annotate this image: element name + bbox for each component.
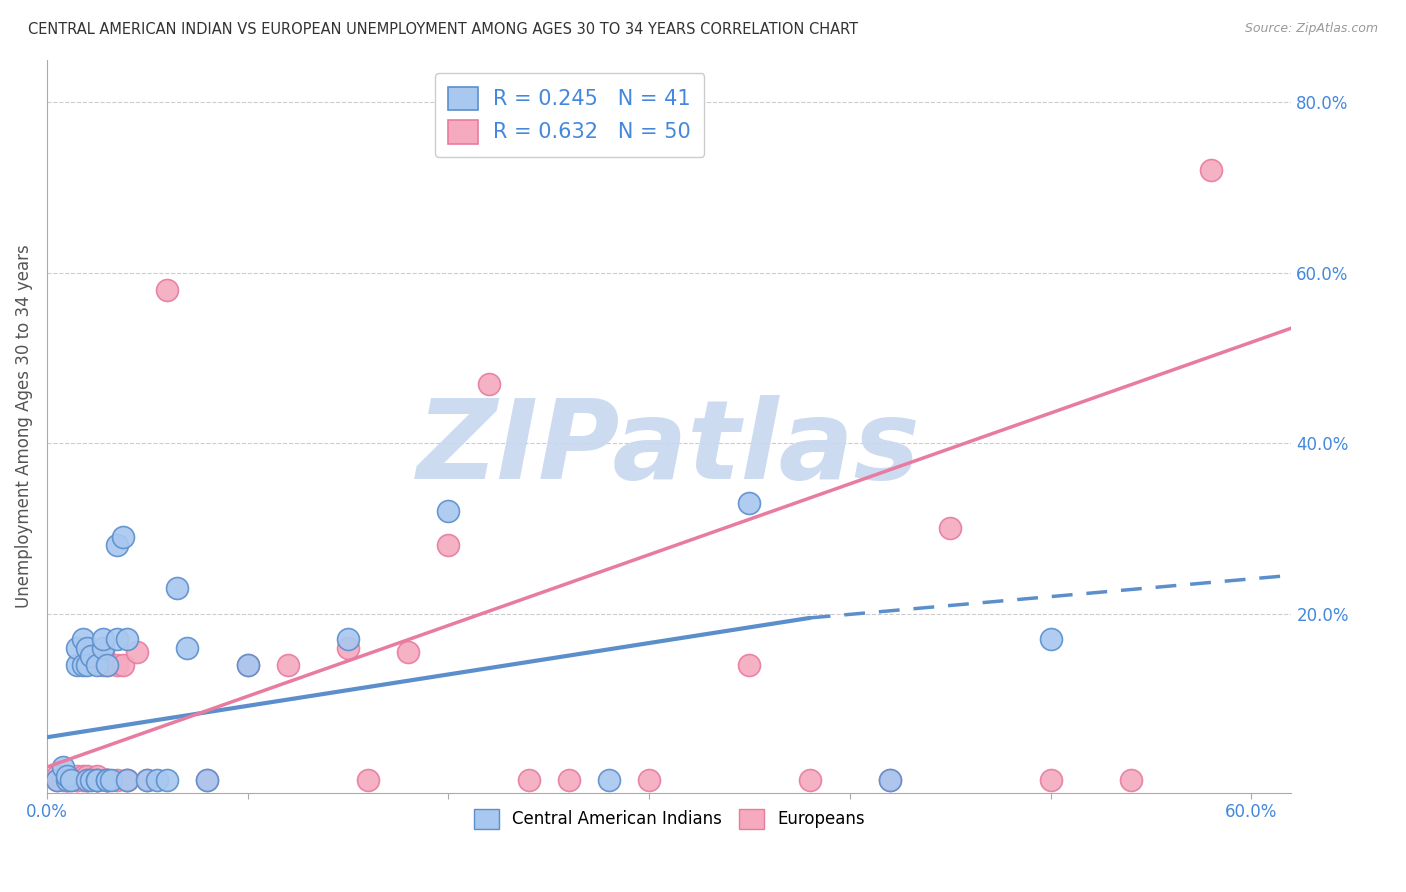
Point: [96, 657, 118, 672]
Point: [56, 772, 79, 787]
Point: [337, 632, 360, 647]
Point: [72, 772, 94, 787]
Point: [86, 772, 108, 787]
Point: [96, 657, 118, 672]
Point: [52, 760, 75, 774]
Point: [45, 772, 67, 787]
Point: [136, 772, 159, 787]
Point: [80, 772, 103, 787]
Point: [76, 769, 98, 783]
Point: [45, 772, 67, 787]
Point: [56, 769, 79, 783]
Point: [638, 772, 661, 787]
Point: [1039, 632, 1062, 647]
Point: [115, 632, 138, 647]
Point: [879, 772, 901, 787]
Point: [66, 772, 89, 787]
Point: [76, 657, 98, 672]
Point: [939, 521, 962, 535]
Point: [197, 772, 219, 787]
Point: [59, 772, 82, 787]
Point: [86, 772, 108, 787]
Point: [357, 772, 380, 787]
Point: [86, 657, 108, 672]
Point: [477, 376, 499, 391]
Point: [437, 539, 460, 553]
Point: [96, 772, 118, 787]
Point: [66, 657, 89, 672]
Point: [45, 769, 67, 783]
Point: [1039, 772, 1062, 787]
Point: [76, 772, 98, 787]
Point: [91, 645, 114, 659]
Point: [80, 649, 103, 664]
Point: [86, 772, 108, 787]
Point: [115, 772, 138, 787]
Point: [91, 632, 114, 647]
Point: [66, 769, 89, 783]
Point: [115, 772, 138, 787]
Point: [96, 772, 118, 787]
Point: [52, 772, 75, 787]
Point: [127, 645, 149, 659]
Point: [236, 657, 259, 672]
Point: [236, 657, 259, 672]
Point: [517, 772, 540, 787]
Point: [66, 640, 89, 655]
Point: [105, 539, 128, 553]
Point: [105, 657, 128, 672]
Point: [86, 772, 108, 787]
Point: [91, 640, 114, 655]
Point: [80, 645, 103, 659]
Point: [879, 772, 901, 787]
Point: [86, 769, 108, 783]
Point: [76, 640, 98, 655]
Point: [100, 772, 122, 787]
Point: [738, 657, 761, 672]
Point: [396, 645, 419, 659]
Point: [146, 772, 169, 787]
Point: [59, 772, 82, 787]
Point: [166, 581, 188, 595]
Point: [76, 772, 98, 787]
Point: [91, 657, 114, 672]
Y-axis label: Unemployment Among Ages 30 to 34 years: Unemployment Among Ages 30 to 34 years: [15, 244, 32, 608]
Point: [156, 772, 179, 787]
Point: [96, 772, 118, 787]
Point: [72, 632, 94, 647]
Point: [72, 769, 94, 783]
Point: [197, 772, 219, 787]
Point: [598, 772, 620, 787]
Point: [76, 772, 98, 787]
Point: [277, 657, 299, 672]
Point: [56, 769, 79, 783]
Point: [558, 772, 581, 787]
Point: [1199, 163, 1222, 178]
Point: [105, 632, 128, 647]
Point: [105, 772, 128, 787]
Text: Source: ZipAtlas.com: Source: ZipAtlas.com: [1244, 22, 1378, 36]
Point: [136, 772, 159, 787]
Point: [56, 772, 79, 787]
Legend: Central American Indians, Europeans: Central American Indians, Europeans: [467, 802, 872, 836]
Point: [112, 657, 135, 672]
Point: [437, 504, 460, 518]
Point: [1119, 772, 1142, 787]
Point: [115, 772, 138, 787]
Point: [176, 640, 198, 655]
Point: [72, 657, 94, 672]
Point: [337, 640, 360, 655]
Point: [156, 283, 179, 297]
Text: ZIPatlas: ZIPatlas: [418, 394, 921, 501]
Text: CENTRAL AMERICAN INDIAN VS EUROPEAN UNEMPLOYMENT AMONG AGES 30 TO 34 YEARS CORRE: CENTRAL AMERICAN INDIAN VS EUROPEAN UNEM…: [28, 22, 858, 37]
Point: [96, 772, 118, 787]
Point: [66, 772, 89, 787]
Point: [112, 530, 135, 544]
Point: [56, 772, 79, 787]
Point: [738, 496, 761, 510]
Point: [799, 772, 821, 787]
